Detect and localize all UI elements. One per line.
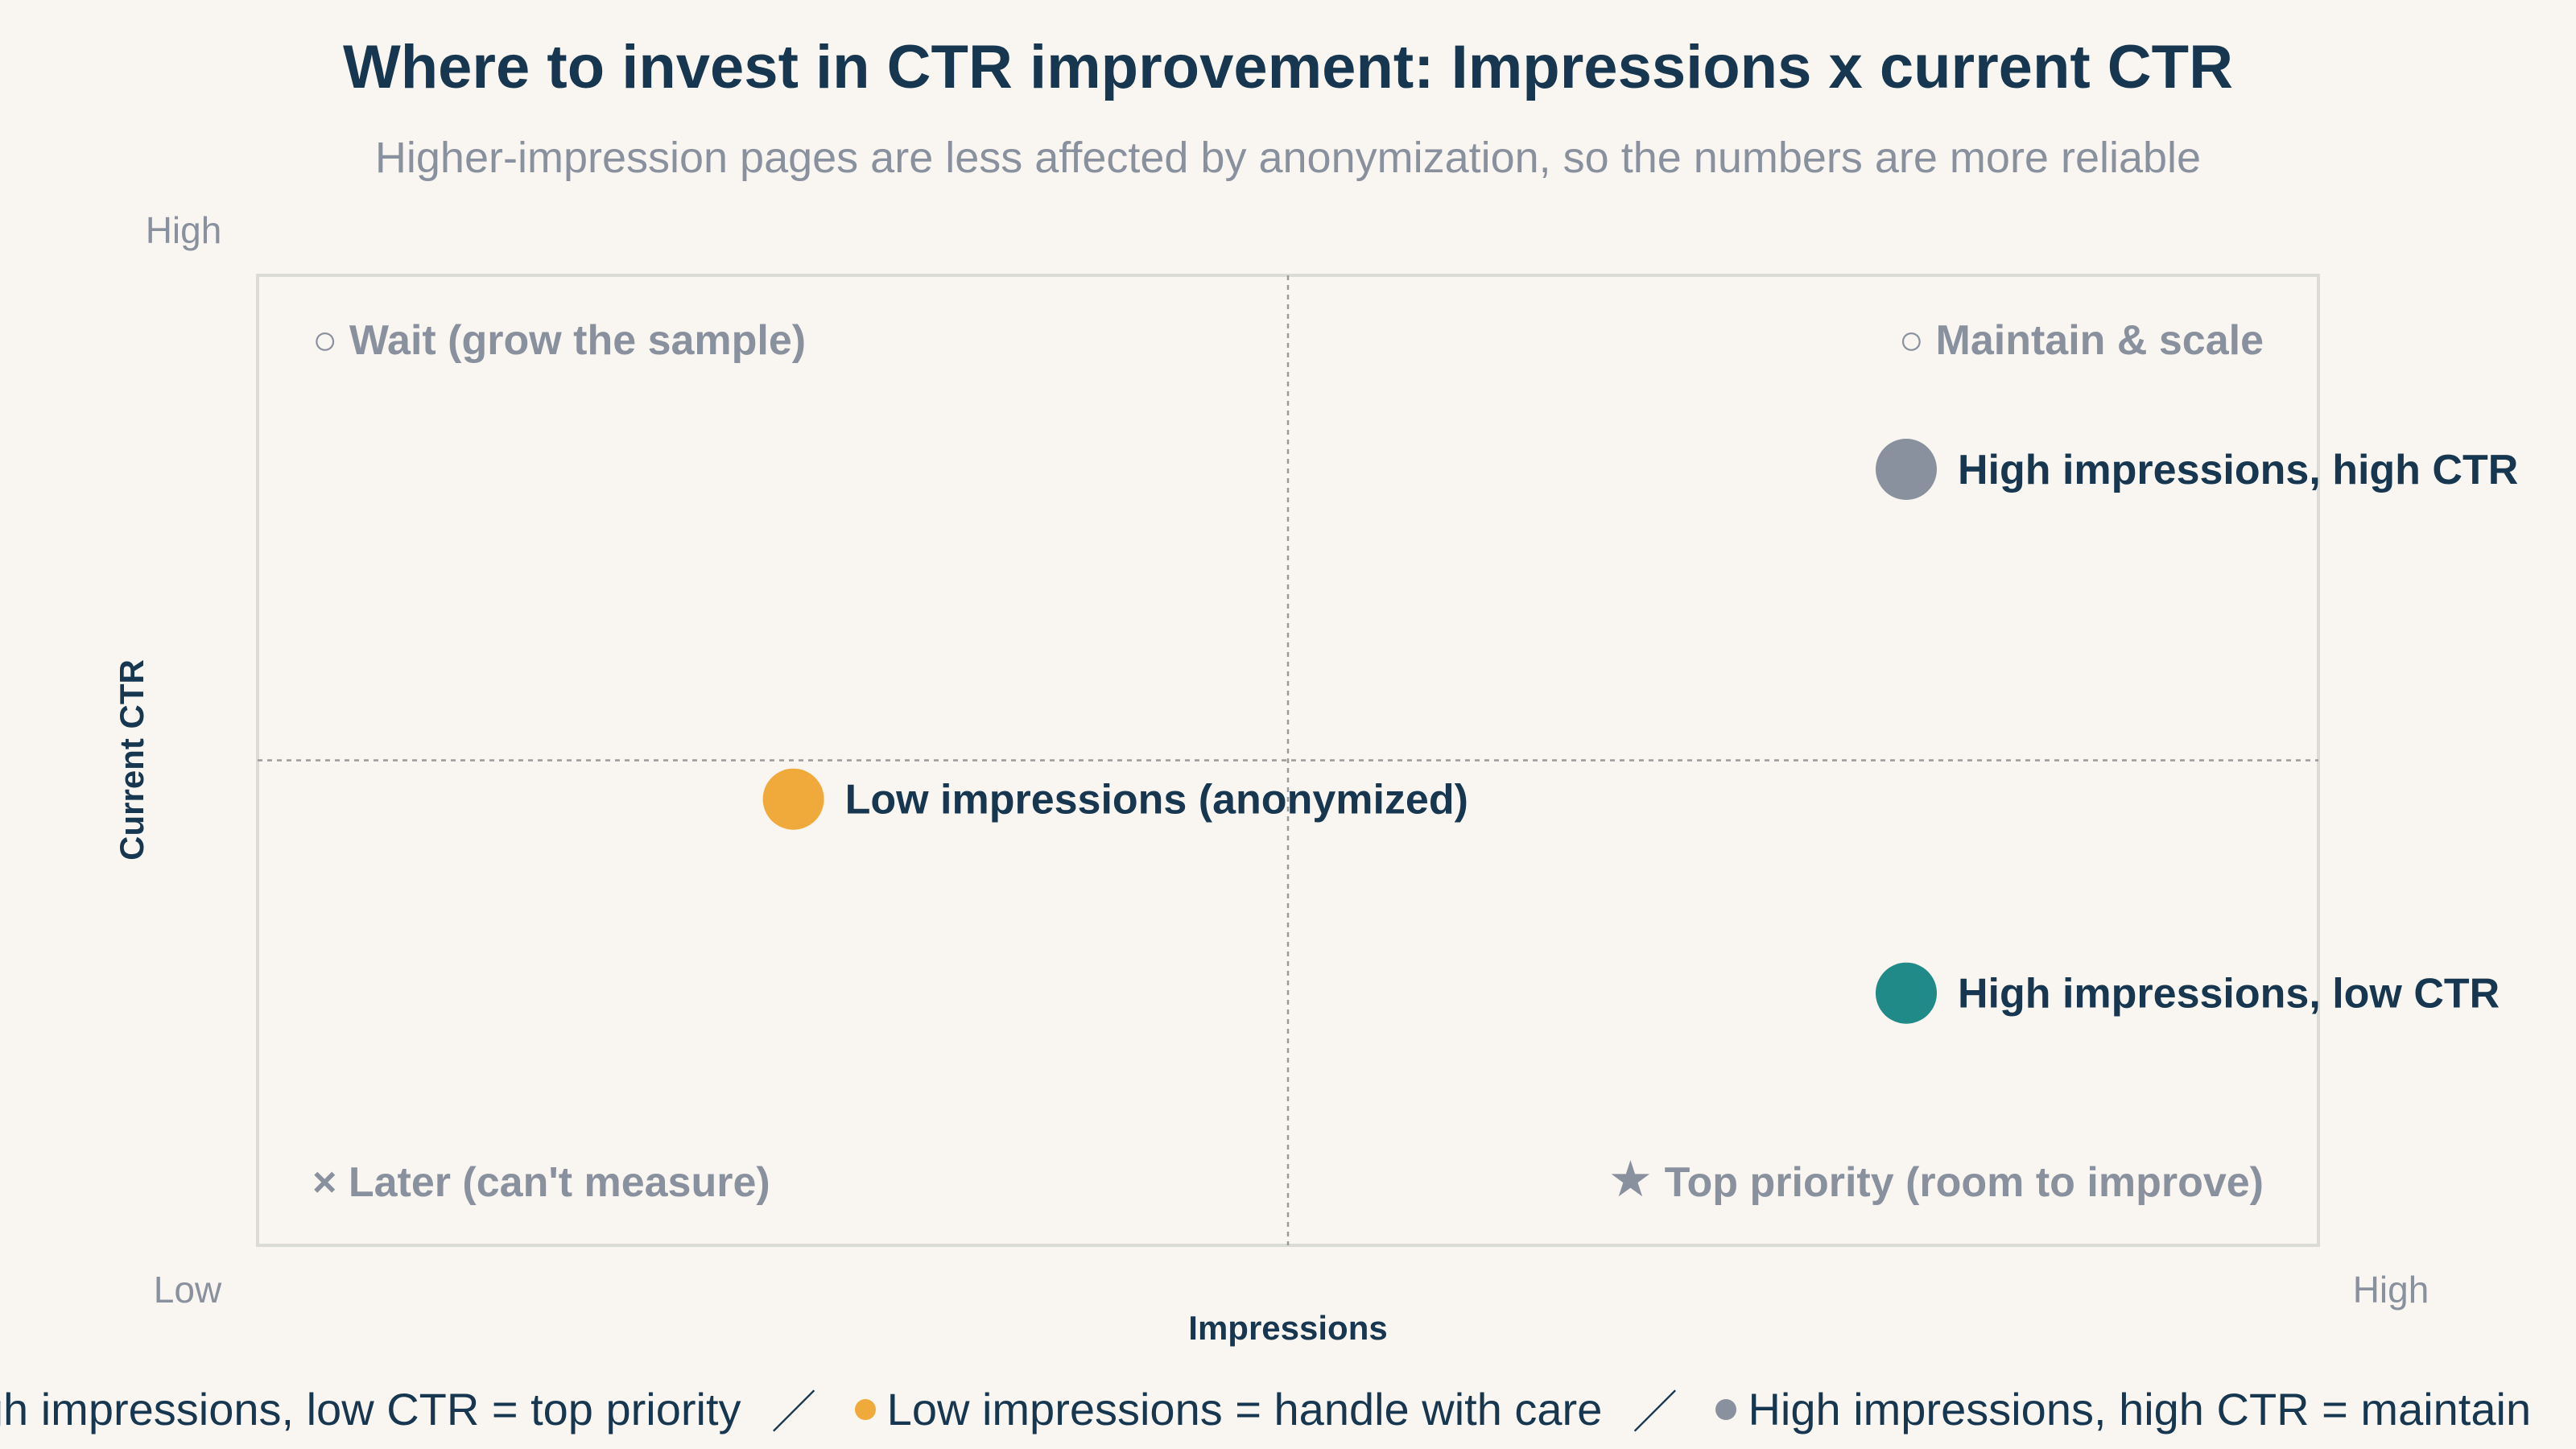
data-point xyxy=(762,768,824,830)
circle-icon: ○ xyxy=(1899,317,1924,364)
data-point xyxy=(1876,962,1937,1024)
data-point-label: Low impressions (anonymized) xyxy=(845,777,1468,824)
legend-item-low: Low impressions = handle with care xyxy=(886,1384,1603,1435)
quadrant-label-top-priority: ★ Top priority (room to improve) xyxy=(1608,1152,2264,1208)
x-axis-low-label: Low xyxy=(154,1269,222,1311)
quadrant-label-maintain: ○ Maintain & scale xyxy=(1899,317,2264,364)
legend-item-high-low: High impressions, low CTR = top priority xyxy=(0,1384,741,1435)
quadrant-label-later: × Later (can't measure) xyxy=(312,1159,770,1206)
chart-subtitle: Higher-impression pages are less affecte… xyxy=(374,134,2202,182)
legend-separator: ／ xyxy=(771,1387,817,1438)
star-icon: ★ xyxy=(1608,1152,1653,1208)
y-axis-high-label: High xyxy=(146,209,222,251)
x-axis-title: Impressions xyxy=(1188,1309,1387,1347)
data-point-label: High impressions, high CTR xyxy=(1958,447,2518,493)
legend-gray-dot xyxy=(1715,1398,1737,1420)
legend: High impressions, low CTR = top priority… xyxy=(0,1377,2576,1442)
legend-separator: ／ xyxy=(1632,1387,1678,1438)
x-axis-high-label: High xyxy=(2353,1269,2429,1311)
legend-item-high-high: High impressions, high CTR = maintain xyxy=(1748,1384,2532,1435)
data-point xyxy=(1876,439,1937,500)
y-axis-title: Current CTR xyxy=(113,659,151,861)
legend-orange-dot xyxy=(854,1398,876,1420)
quadrant-chart: High Low High Impressions Current CTR ○ … xyxy=(113,209,2518,1347)
cross-icon: × xyxy=(312,1159,336,1206)
data-point-label: High impressions, low CTR xyxy=(1958,971,2500,1018)
circle-icon: ○ xyxy=(312,317,337,364)
quadrant-label-wait: ○ Wait (grow the sample) xyxy=(312,317,806,364)
chart-title: Where to invest in CTR improvement: Impr… xyxy=(343,33,2233,101)
